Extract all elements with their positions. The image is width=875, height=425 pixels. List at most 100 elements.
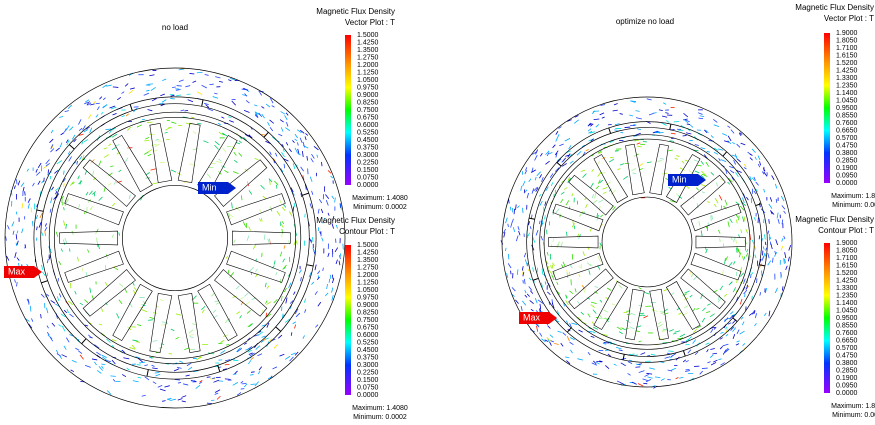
flux-vector xyxy=(186,375,190,376)
flux-vector xyxy=(722,134,727,136)
tick-label: 0.3800 xyxy=(836,360,858,367)
flux-vector xyxy=(301,193,302,196)
flux-vector xyxy=(294,203,295,207)
flux-vector xyxy=(88,114,91,118)
flux-vector xyxy=(93,101,95,104)
minimum-label: Minimum: 0.0007 xyxy=(832,412,875,419)
flux-vector xyxy=(214,93,217,94)
magnet-gap xyxy=(609,128,611,133)
flux-vector xyxy=(16,234,17,239)
flux-vector xyxy=(270,127,273,131)
flux-vector xyxy=(62,355,67,357)
flux-vector xyxy=(675,158,678,159)
flux-vector xyxy=(125,83,128,86)
flux-vector xyxy=(119,300,122,304)
flux-vector xyxy=(108,144,111,146)
flux-vector xyxy=(239,141,242,143)
tick-label: 1.6150 xyxy=(836,262,858,269)
rotor-slot xyxy=(691,204,741,231)
flux-vector xyxy=(183,384,188,385)
flux-vector xyxy=(60,143,62,148)
min-marker: Min xyxy=(198,182,236,194)
flux-vector xyxy=(18,181,20,186)
flux-vector xyxy=(39,222,41,227)
flux-vector xyxy=(52,323,55,326)
marker-label: Min xyxy=(202,182,217,192)
flux-vector xyxy=(51,130,53,133)
flux-vector xyxy=(628,362,632,364)
legend-subtitle: Contour Plot : T xyxy=(818,226,874,235)
flux-vector xyxy=(312,237,313,242)
flux-vector xyxy=(583,174,587,178)
flux-vector xyxy=(506,218,508,224)
flux-vector xyxy=(600,215,602,217)
flux-vector xyxy=(151,169,156,170)
flux-vector xyxy=(566,300,569,305)
flux-vector xyxy=(621,363,626,366)
flux-vector xyxy=(255,158,259,159)
flux-vector xyxy=(177,367,182,368)
flux-vector xyxy=(566,232,567,236)
flux-vector xyxy=(687,124,690,125)
flux-vector xyxy=(57,296,59,300)
tick-label: 0.8250 xyxy=(357,99,379,106)
flux-vector xyxy=(234,160,237,162)
flux-vector xyxy=(234,152,237,155)
flux-vector xyxy=(744,256,745,260)
flux-vector xyxy=(511,222,513,228)
flux-vector xyxy=(113,87,119,88)
flux-vector xyxy=(52,187,54,190)
flux-vector xyxy=(545,201,546,205)
flux-vector xyxy=(138,377,141,378)
flux-vector xyxy=(262,336,266,337)
flux-vector xyxy=(649,368,655,369)
flux-vector xyxy=(665,113,668,114)
flux-vector xyxy=(25,191,26,195)
flux-vector xyxy=(286,113,288,116)
flux-vector xyxy=(550,342,552,346)
rotor-slot xyxy=(232,231,290,245)
flux-vector xyxy=(581,312,584,315)
magnet-gap xyxy=(307,265,314,266)
panel-title: no load xyxy=(162,23,188,32)
tick-label: 0.9750 xyxy=(357,294,379,301)
flux-vector xyxy=(586,149,589,150)
flux-vector xyxy=(621,328,624,329)
flux-vector xyxy=(517,269,518,275)
flux-vector xyxy=(522,266,523,270)
flux-vector xyxy=(258,371,260,374)
flux-vector xyxy=(521,306,522,311)
flux-vector xyxy=(69,127,73,131)
flux-vector xyxy=(533,267,534,272)
flux-vector xyxy=(600,113,604,115)
flux-vector xyxy=(139,362,145,363)
flux-vector xyxy=(605,365,609,368)
flux-vector xyxy=(17,258,19,261)
flux-vector xyxy=(542,269,543,275)
flux-vector xyxy=(144,365,147,366)
flux-vector xyxy=(103,98,105,100)
flux-vector xyxy=(529,278,531,280)
maximum-label: Maximum: 1.4080 xyxy=(352,405,408,412)
flux-vector xyxy=(777,213,778,219)
flux-vector xyxy=(579,330,583,332)
flux-vector xyxy=(312,191,313,195)
flux-vector xyxy=(741,229,742,233)
flux-vector xyxy=(613,110,618,111)
flux-vector xyxy=(96,352,101,355)
flux-vector xyxy=(280,252,281,257)
flux-vector xyxy=(679,377,683,378)
flux-vector xyxy=(184,348,188,350)
flux-vector xyxy=(155,374,160,376)
flux-vector xyxy=(302,151,303,157)
flux-vector xyxy=(718,230,720,234)
color-legend: Magnetic Flux DensityVector Plot : T1.50… xyxy=(316,7,408,211)
rotor-slot xyxy=(696,236,746,248)
flux-vector xyxy=(645,292,650,294)
flux-vector xyxy=(286,142,288,145)
flux-vector xyxy=(133,381,139,382)
flux-vector xyxy=(129,90,133,94)
tick-label: 0.9500 xyxy=(836,315,858,322)
marker-label: Max xyxy=(523,312,541,322)
flux-vector xyxy=(644,374,648,376)
